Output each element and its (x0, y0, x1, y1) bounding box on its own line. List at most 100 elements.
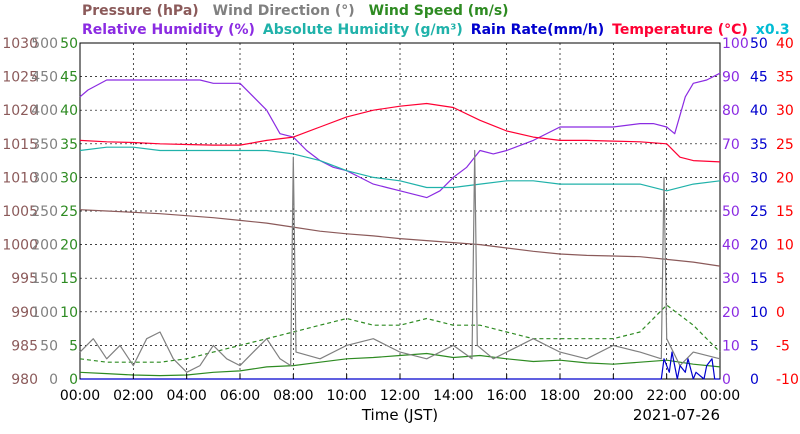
legend-item: Wind Direction (°) (213, 3, 355, 19)
series-line-pressure-hpa (79, 209, 721, 267)
tick-label-wind-speed: 30 (60, 170, 78, 186)
x-tick-label: 00:00 (60, 388, 100, 404)
tick-label-rain-rate: 5 (750, 338, 759, 354)
tick-label-wind-direction: 0 (49, 372, 58, 388)
series-lines (79, 72, 721, 380)
tick-label-rain-rate: 35 (750, 137, 768, 153)
tick-label-rain-rate: 0 (750, 372, 759, 388)
tick-label-temperature: 25 (776, 137, 794, 153)
tick-label-pressure: 1025 (2, 70, 38, 86)
tick-label-humidity: 10 (722, 338, 740, 354)
tick-label-wind-speed: 50 (60, 36, 78, 52)
tick-label-temperature: 30 (776, 103, 794, 119)
tick-label-humidity: 50 (722, 204, 740, 220)
tick-label-temperature: 15 (776, 204, 794, 220)
tick-label-wind-direction: 500 (31, 36, 58, 52)
tick-label-humidity: 40 (722, 238, 740, 254)
x-tick-label: 16:00 (486, 388, 526, 404)
tick-label-wind-direction: 200 (31, 238, 58, 254)
tick-label-temperature: 20 (776, 170, 794, 186)
series-line-temperature-c (79, 102, 721, 163)
tick-label-temperature: 0 (776, 305, 785, 321)
series-line-relative-humidity (79, 72, 721, 199)
tick-label-wind-direction: 50 (40, 338, 58, 354)
x-tick-label: 04:00 (166, 388, 206, 404)
x-tick-label: 22:00 (646, 388, 686, 404)
tick-label-pressure: 985 (11, 338, 38, 354)
tick-label-wind-direction: 300 (31, 170, 58, 186)
tick-label-wind-direction: 450 (31, 70, 58, 86)
series-line-wind-speed-max-m-s (79, 304, 721, 363)
date-label: 2021-07-26 (633, 406, 720, 424)
tick-label-rain-rate: 30 (750, 170, 768, 186)
tick-label-rain-rate: 50 (750, 36, 768, 52)
tick-label-rain-rate: 15 (750, 271, 768, 287)
tick-label-wind-speed: 20 (60, 238, 78, 254)
tick-label-wind-speed: 5 (69, 338, 78, 354)
tick-label-temperature: -5 (776, 338, 790, 354)
tick-label-wind-speed: 15 (60, 271, 78, 287)
tick-label-temperature: 5 (776, 271, 785, 287)
tick-label-wind-direction: 150 (31, 271, 58, 287)
tick-label-wind-direction: 400 (31, 103, 58, 119)
x-tick-label: 14:00 (433, 388, 473, 404)
tick-label-humidity: 0 (722, 372, 731, 388)
tick-label-humidity: 100 (722, 36, 749, 52)
tick-label-rain-rate: 20 (750, 238, 768, 254)
tick-label-wind-direction: 100 (31, 305, 58, 321)
tick-label-humidity: 20 (722, 305, 740, 321)
tick-label-wind-speed: 35 (60, 137, 78, 153)
x-axis-label: Time (JST) (361, 406, 438, 424)
tick-label-rain-rate: 40 (750, 103, 768, 119)
tick-label-pressure: 990 (11, 305, 38, 321)
x-tick-label: 20:00 (593, 388, 633, 404)
legend: Pressure (hPa) Wind Direction (°) Wind Spe… (82, 3, 790, 38)
series-line-wind-direction (79, 149, 721, 373)
tick-label-rain-rate: 10 (750, 305, 768, 321)
axis-tick-labels: 9809859909951000100510101015102010251030… (2, 36, 799, 388)
tick-label-pressure: 980 (11, 372, 38, 388)
x-axis: 00:00 02:00 04:00 06:00 08:00 10:00 12:00 14:00… (60, 374, 740, 404)
series-line-absolute-humidity-g-m (79, 146, 721, 192)
x-tick-label: 02:00 (113, 388, 153, 404)
legend-item: Absolute Humidity (g/m³) (263, 22, 463, 38)
legend-item: Temperature (°C) (612, 22, 748, 38)
tick-label-pressure: 1010 (2, 170, 38, 186)
series-line-rain-rate-mm-h (80, 351, 720, 380)
tick-label-temperature: -10 (776, 372, 799, 388)
x-tick-label: 10:00 (326, 388, 366, 404)
tick-label-temperature: 35 (776, 70, 794, 86)
tick-label-wind-direction: 250 (31, 204, 58, 220)
tick-label-wind-speed: 10 (60, 305, 78, 321)
tick-label-wind-speed: 45 (60, 70, 78, 86)
legend-item: x0.3 (756, 22, 790, 38)
tick-label-humidity: 70 (722, 137, 740, 153)
tick-label-wind-speed: 25 (60, 204, 78, 220)
tick-label-humidity: 30 (722, 271, 740, 287)
x-tick-label: 12:00 (380, 388, 420, 404)
tick-label-rain-rate: 25 (750, 204, 768, 220)
tick-label-wind-speed: 40 (60, 103, 78, 119)
tick-label-pressure: 1005 (2, 204, 38, 220)
x-tick-label: 00:00 (700, 388, 740, 404)
tick-label-humidity: 80 (722, 103, 740, 119)
legend-item: Wind Speed (m/s) (369, 3, 509, 19)
tick-label-pressure: 995 (11, 271, 38, 287)
tick-label-pressure: 1015 (2, 137, 38, 153)
tick-label-wind-direction: 350 (31, 137, 58, 153)
tick-label-temperature: 10 (776, 238, 794, 254)
x-tick-label: 18:00 (540, 388, 580, 404)
x-tick-label: 06:00 (220, 388, 260, 404)
tick-label-rain-rate: 45 (750, 70, 768, 86)
tick-label-pressure: 1020 (2, 103, 38, 119)
tick-label-humidity: 90 (722, 70, 740, 86)
legend-item: Rain Rate(mm/h) (471, 22, 604, 38)
tick-label-pressure: 1000 (2, 238, 38, 254)
grid-lines (80, 43, 720, 379)
tick-label-wind-speed: 0 (69, 372, 78, 388)
x-tick-label: 08:00 (273, 388, 313, 404)
plot-area (79, 42, 721, 380)
tick-label-humidity: 60 (722, 170, 740, 186)
tick-label-temperature: 40 (776, 36, 794, 52)
